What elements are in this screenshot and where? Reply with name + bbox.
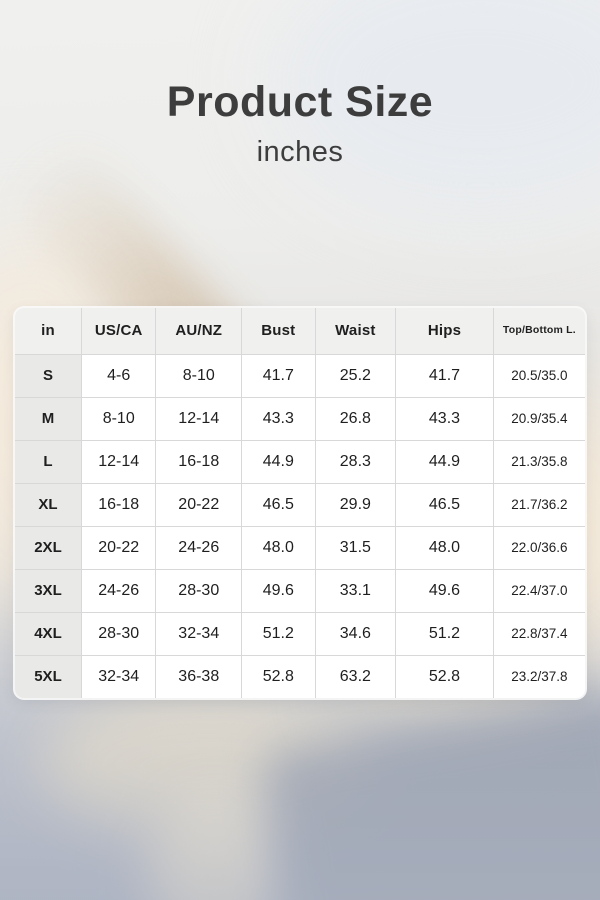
value-cell: 8-10: [155, 353, 243, 398]
value-cell: 21.3/35.8: [492, 439, 585, 484]
value-cell: 41.7: [241, 353, 316, 398]
table-row: L 12-14 16-18 44.9 28.3 44.9 21.3/35.8: [15, 439, 585, 484]
table-row: 3XL 24-26 28-30 49.6 33.1 49.6 22.4/37.0: [15, 568, 585, 613]
value-cell: 46.5: [241, 482, 316, 527]
col-header-in: in: [15, 308, 82, 355]
size-label-cell: M: [15, 396, 82, 441]
size-label-cell: 2XL: [15, 525, 82, 570]
value-cell: 22.4/37.0: [492, 568, 585, 613]
value-cell: 28-30: [80, 611, 157, 656]
size-label-cell: 5XL: [15, 654, 82, 698]
value-cell: 32-34: [155, 611, 243, 656]
value-cell: 43.3: [241, 396, 316, 441]
value-cell: 49.6: [395, 568, 494, 613]
size-label-cell: 4XL: [15, 611, 82, 656]
value-cell: 22.0/36.6: [492, 525, 585, 570]
size-table: in US/CA AU/NZ Bust Waist Hips Top/Bottom L. S…: [15, 308, 585, 698]
value-cell: 24-26: [155, 525, 243, 570]
value-cell: 29.9: [314, 482, 397, 527]
value-cell: 51.2: [395, 611, 494, 656]
value-cell: 49.6: [241, 568, 316, 613]
table-row: 4XL 28-30 32-34 51.2 34.6 51.2 22.8/37.4: [15, 611, 585, 656]
value-cell: 8-10: [80, 396, 157, 441]
value-cell: 23.2/37.8: [492, 654, 585, 698]
size-chart: in US/CA AU/NZ Bust Waist Hips Top/Bottom L. S…: [15, 308, 585, 698]
value-cell: 31.5: [314, 525, 397, 570]
value-cell: 43.3: [395, 396, 494, 441]
value-cell: 28-30: [155, 568, 243, 613]
value-cell: 32-34: [80, 654, 157, 698]
bottom-haze: [0, 720, 600, 900]
col-header-us-ca: US/CA: [80, 308, 157, 355]
value-cell: 48.0: [241, 525, 316, 570]
value-cell: 36-38: [155, 654, 243, 698]
value-cell: 63.2: [314, 654, 397, 698]
table-row: XL 16-18 20-22 46.5 29.9 46.5 21.7/36.2: [15, 482, 585, 527]
value-cell: 51.2: [241, 611, 316, 656]
table-row: 2XL 20-22 24-26 48.0 31.5 48.0 22.0/36.6: [15, 525, 585, 570]
value-cell: 12-14: [155, 396, 243, 441]
value-cell: 12-14: [80, 439, 157, 484]
value-cell: 20-22: [80, 525, 157, 570]
value-cell: 16-18: [80, 482, 157, 527]
table-header-row: in US/CA AU/NZ Bust Waist Hips Top/Bottom L.: [15, 308, 585, 355]
size-label-cell: L: [15, 439, 82, 484]
value-cell: 44.9: [395, 439, 494, 484]
col-header-au-nz: AU/NZ: [155, 308, 243, 355]
size-label-cell: XL: [15, 482, 82, 527]
table-row: M 8-10 12-14 43.3 26.8 43.3 20.9/35.4: [15, 396, 585, 441]
value-cell: 48.0: [395, 525, 494, 570]
col-header-top-bottom-l: Top/Bottom L.: [492, 308, 585, 355]
value-cell: 41.7: [395, 353, 494, 398]
value-cell: 46.5: [395, 482, 494, 527]
value-cell: 21.7/36.2: [492, 482, 585, 527]
col-header-waist: Waist: [314, 308, 397, 355]
value-cell: 44.9: [241, 439, 316, 484]
value-cell: 16-18: [155, 439, 243, 484]
table-row: 5XL 32-34 36-38 52.8 63.2 52.8 23.2/37.8: [15, 654, 585, 698]
unit-subtitle: inches: [256, 136, 344, 169]
size-table-body: S 4-6 8-10 41.7 25.2 41.7 20.5/35.0 M 8-10 12-14 4…: [15, 353, 585, 698]
size-label-cell: 3XL: [15, 568, 82, 613]
value-cell: 33.1: [314, 568, 397, 613]
value-cell: 20.5/35.0: [492, 353, 585, 398]
value-cell: 4-6: [80, 353, 157, 398]
value-cell: 52.8: [395, 654, 494, 698]
col-header-bust: Bust: [241, 308, 316, 355]
value-cell: 34.6: [314, 611, 397, 656]
value-cell: 28.3: [314, 439, 397, 484]
col-header-hips: Hips: [395, 308, 494, 355]
table-row: S 4-6 8-10 41.7 25.2 41.7 20.5/35.0: [15, 353, 585, 398]
value-cell: 20-22: [155, 482, 243, 527]
value-cell: 26.8: [314, 396, 397, 441]
value-cell: 24-26: [80, 568, 157, 613]
value-cell: 25.2: [314, 353, 397, 398]
value-cell: 20.9/35.4: [492, 396, 585, 441]
header: Product Size inches: [0, 78, 600, 169]
value-cell: 52.8: [241, 654, 316, 698]
size-label-cell: S: [15, 353, 82, 398]
page-title: Product Size: [166, 78, 434, 126]
value-cell: 22.8/37.4: [492, 611, 585, 656]
